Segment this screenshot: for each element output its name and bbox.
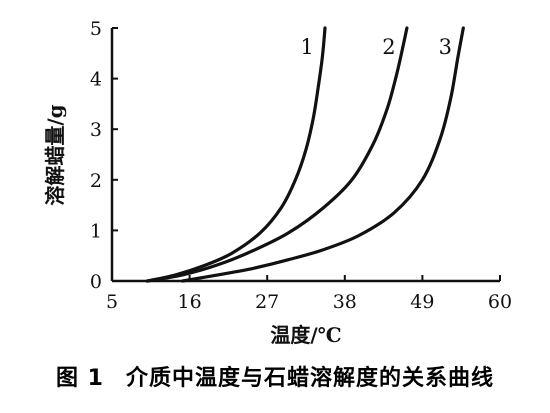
y-axis-title: 溶解蜡量/g (43, 104, 67, 205)
figure-number: 图 1 (56, 366, 104, 391)
x-tick-label: 27 (255, 291, 279, 313)
x-tick-label: 5 (106, 291, 118, 313)
y-tick-label: 3 (90, 119, 102, 141)
y-tick-label: 4 (90, 69, 102, 91)
series-label-2: 2 (382, 35, 395, 59)
solubility-chart: 5 16 27 38 49 60 0 1 2 3 4 5 1 2 3 温度/℃ 溶解蜡量/g (43, 18, 512, 347)
figure-caption-text: 介质中温度与石蜡溶解度的关系曲线 (125, 366, 494, 391)
series-label-1: 1 (300, 35, 313, 59)
series-line-3 (180, 26, 465, 283)
x-tick-label: 60 (488, 291, 512, 313)
series-line-1 (145, 26, 327, 283)
series-group: 1 2 3 (145, 26, 465, 283)
y-tick-label: 2 (90, 170, 102, 192)
x-tick-label: 49 (410, 291, 434, 313)
y-tick-label: 0 (90, 271, 102, 293)
y-tick-label: 1 (90, 220, 102, 242)
x-tick-label: 38 (333, 291, 357, 313)
ticks: 5 16 27 38 49 60 0 1 2 3 4 5 (90, 18, 512, 313)
series-label-3: 3 (439, 35, 452, 59)
figure-caption: 图 1 介质中温度与石蜡溶解度的关系曲线 (0, 360, 550, 392)
x-axis-title: 温度/℃ (270, 323, 341, 347)
series-line-2 (145, 26, 409, 283)
x-tick-label: 16 (178, 291, 202, 313)
axes (110, 28, 500, 283)
y-tick-label: 5 (90, 18, 102, 40)
